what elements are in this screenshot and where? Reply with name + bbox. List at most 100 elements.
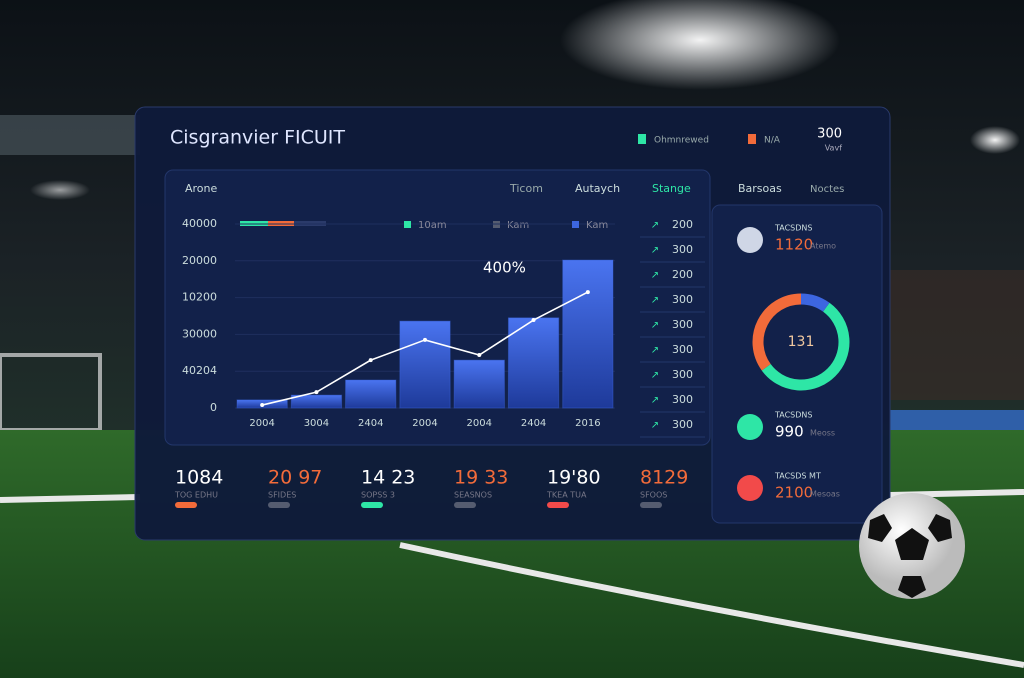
side-value: 300 xyxy=(672,343,693,356)
side-value: 200 xyxy=(672,218,693,231)
legend-label: Ohmnrewed xyxy=(654,136,709,146)
bar xyxy=(453,359,505,409)
header-value: 300 xyxy=(817,127,842,142)
side-icon: ↗ xyxy=(651,320,659,331)
stat-value: 19'80 xyxy=(547,467,601,489)
side-value: 300 xyxy=(672,418,693,431)
side-panel xyxy=(711,204,883,524)
legend-swatch xyxy=(572,221,579,228)
point xyxy=(477,353,482,358)
stat-label: TOG EDHU xyxy=(174,491,218,500)
floodlight xyxy=(30,180,90,200)
side-icon: ↗ xyxy=(651,295,659,306)
tab[interactable]: Noctes xyxy=(810,184,844,195)
card-sub: Meoss xyxy=(810,429,835,438)
stat-label: SEASNOS xyxy=(454,491,492,500)
side-title: Stange xyxy=(652,182,691,195)
donut-center: 131 xyxy=(788,334,815,350)
point xyxy=(314,390,319,395)
ball xyxy=(859,493,965,599)
stat-value: 19 33 xyxy=(454,467,508,489)
legend-label: N/A xyxy=(764,136,781,146)
legend-swatch xyxy=(404,221,411,228)
side-icon: ↗ xyxy=(651,220,659,231)
stat-label: SFIDES xyxy=(268,491,296,500)
tab[interactable]: Ticom xyxy=(509,182,543,195)
side-value: 300 xyxy=(672,243,693,256)
card-value: 2100 xyxy=(775,484,813,502)
bar xyxy=(290,394,343,409)
bar xyxy=(507,317,560,409)
annotation: 400% xyxy=(483,259,526,277)
tab[interactable]: Barsoas xyxy=(738,182,782,195)
card-label: TACSDS MT xyxy=(774,472,821,481)
stat-bar xyxy=(640,502,662,508)
side-value: 200 xyxy=(672,268,693,281)
stat-label: SFOOS xyxy=(640,491,667,500)
tab[interactable]: Autaych xyxy=(575,182,620,195)
card-icon xyxy=(737,227,763,253)
stand xyxy=(0,115,140,155)
y-tick-label: 20000 xyxy=(182,254,217,267)
floodlight xyxy=(560,0,840,90)
stat-bar xyxy=(454,502,476,508)
card-sub: Mesoas xyxy=(810,490,840,499)
side-value: 300 xyxy=(672,393,693,406)
side-value: 300 xyxy=(672,368,693,381)
legend-label: Kam xyxy=(507,220,529,231)
donut-segment xyxy=(800,293,830,312)
stat-bar xyxy=(175,502,197,508)
tab[interactable]: Arone xyxy=(185,182,218,195)
y-tick-label: 30000 xyxy=(182,327,217,340)
header-sub: Vavf xyxy=(825,144,842,153)
y-tick-label: 40204 xyxy=(182,364,217,377)
x-tick-label: 2004 xyxy=(412,418,437,429)
side-value: 300 xyxy=(672,293,693,306)
side-icon: ↗ xyxy=(651,345,659,356)
y-tick-label: 10200 xyxy=(182,291,217,304)
point xyxy=(260,403,265,408)
x-tick-label: 2016 xyxy=(575,418,600,429)
x-tick-label: 2404 xyxy=(521,418,546,429)
donut-segment xyxy=(752,293,802,371)
crowd xyxy=(890,270,1024,400)
x-tick-label: 2004 xyxy=(249,418,274,429)
stat-bar xyxy=(547,502,569,508)
card-icon xyxy=(737,414,763,440)
stat-value: 14 23 xyxy=(361,467,415,489)
bar xyxy=(399,320,451,409)
bar xyxy=(345,379,397,409)
card-value: 1120 xyxy=(775,236,813,254)
legend-label: Kam xyxy=(586,220,608,231)
x-tick-label: 3004 xyxy=(304,418,329,429)
stat-value: 8129 xyxy=(640,467,688,489)
x-tick-label: 2004 xyxy=(467,418,492,429)
side-value: 300 xyxy=(672,318,693,331)
side-icon: ↗ xyxy=(651,245,659,256)
y-tick-label: 0 xyxy=(210,401,217,414)
donut-segment xyxy=(761,302,850,391)
point xyxy=(585,290,590,295)
side-icon: ↗ xyxy=(651,370,659,381)
legend-swatch xyxy=(748,134,756,144)
stat-value: 1084 xyxy=(175,467,223,489)
stat-bar xyxy=(361,502,383,508)
card-value: 990 xyxy=(775,423,804,441)
floodlight xyxy=(970,126,1020,154)
point xyxy=(531,318,536,323)
card-label: TACSDNS xyxy=(774,224,812,233)
stat-label: TKEA TUA xyxy=(546,491,587,500)
side-icon: ↗ xyxy=(651,420,659,431)
title: Cisgranvier FICUIT xyxy=(170,127,345,149)
card-icon xyxy=(737,475,763,501)
side-icon: ↗ xyxy=(651,270,659,281)
bar xyxy=(562,259,614,409)
legend-label: 10am xyxy=(418,220,447,231)
stat-value: 20 97 xyxy=(268,467,322,489)
stat-label: SOPSS 3 xyxy=(361,491,395,500)
card-label: TACSDNS xyxy=(774,411,812,420)
side-icon: ↗ xyxy=(651,395,659,406)
card-sub: Atemo xyxy=(810,242,836,251)
point xyxy=(368,358,373,363)
